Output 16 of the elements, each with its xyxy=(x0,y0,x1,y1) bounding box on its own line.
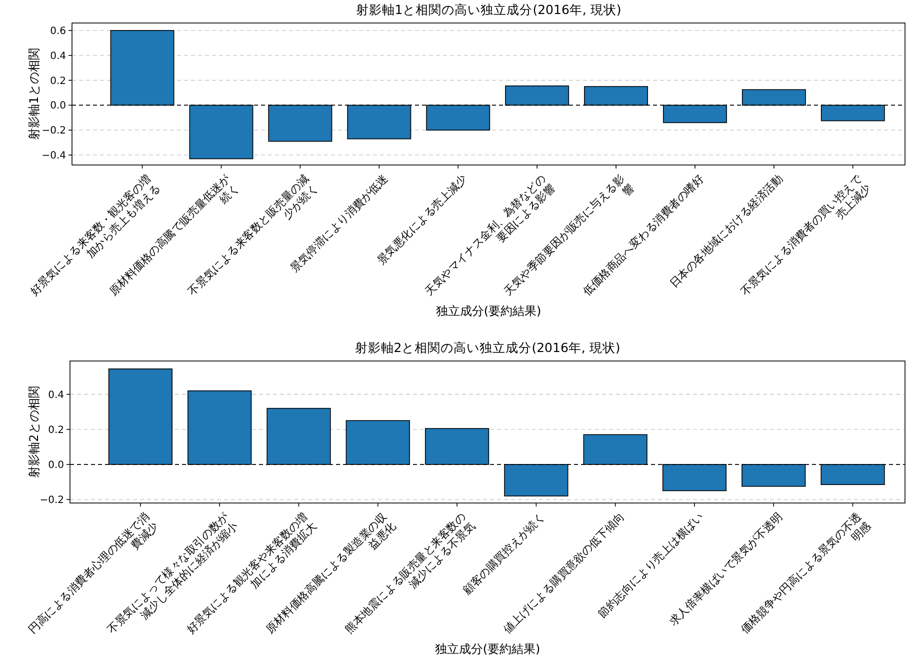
y-tick-label: 0.4 xyxy=(50,50,66,62)
y-tick-label: 0.0 xyxy=(50,100,66,112)
y-tick-label: −0.4 xyxy=(42,150,66,162)
y-tick-label: 0.4 xyxy=(48,390,64,401)
y-tick-label: 0.2 xyxy=(50,76,66,87)
x-axis-title: 独立成分(要約結果) xyxy=(436,304,542,318)
y-tick-label: 0.0 xyxy=(48,460,64,471)
x-axis-title: 独立成分(要約結果) xyxy=(434,642,540,656)
y-tick-label: −0.2 xyxy=(40,494,64,506)
chart-title: 射影軸2と相関の高い独立成分(2016年, 現状) xyxy=(354,340,620,355)
y-tick-label: 0.6 xyxy=(50,26,66,37)
y-tick-label: 0.2 xyxy=(48,424,64,436)
chart-title: 射影軸1と相関の高い独立成分(2016年, 現状) xyxy=(356,2,622,17)
y-axis-title: 射影軸1との相関 xyxy=(27,48,41,140)
y-tick-label: −0.2 xyxy=(42,126,66,137)
y-axis-title: 射影軸2との相関 xyxy=(27,386,41,478)
